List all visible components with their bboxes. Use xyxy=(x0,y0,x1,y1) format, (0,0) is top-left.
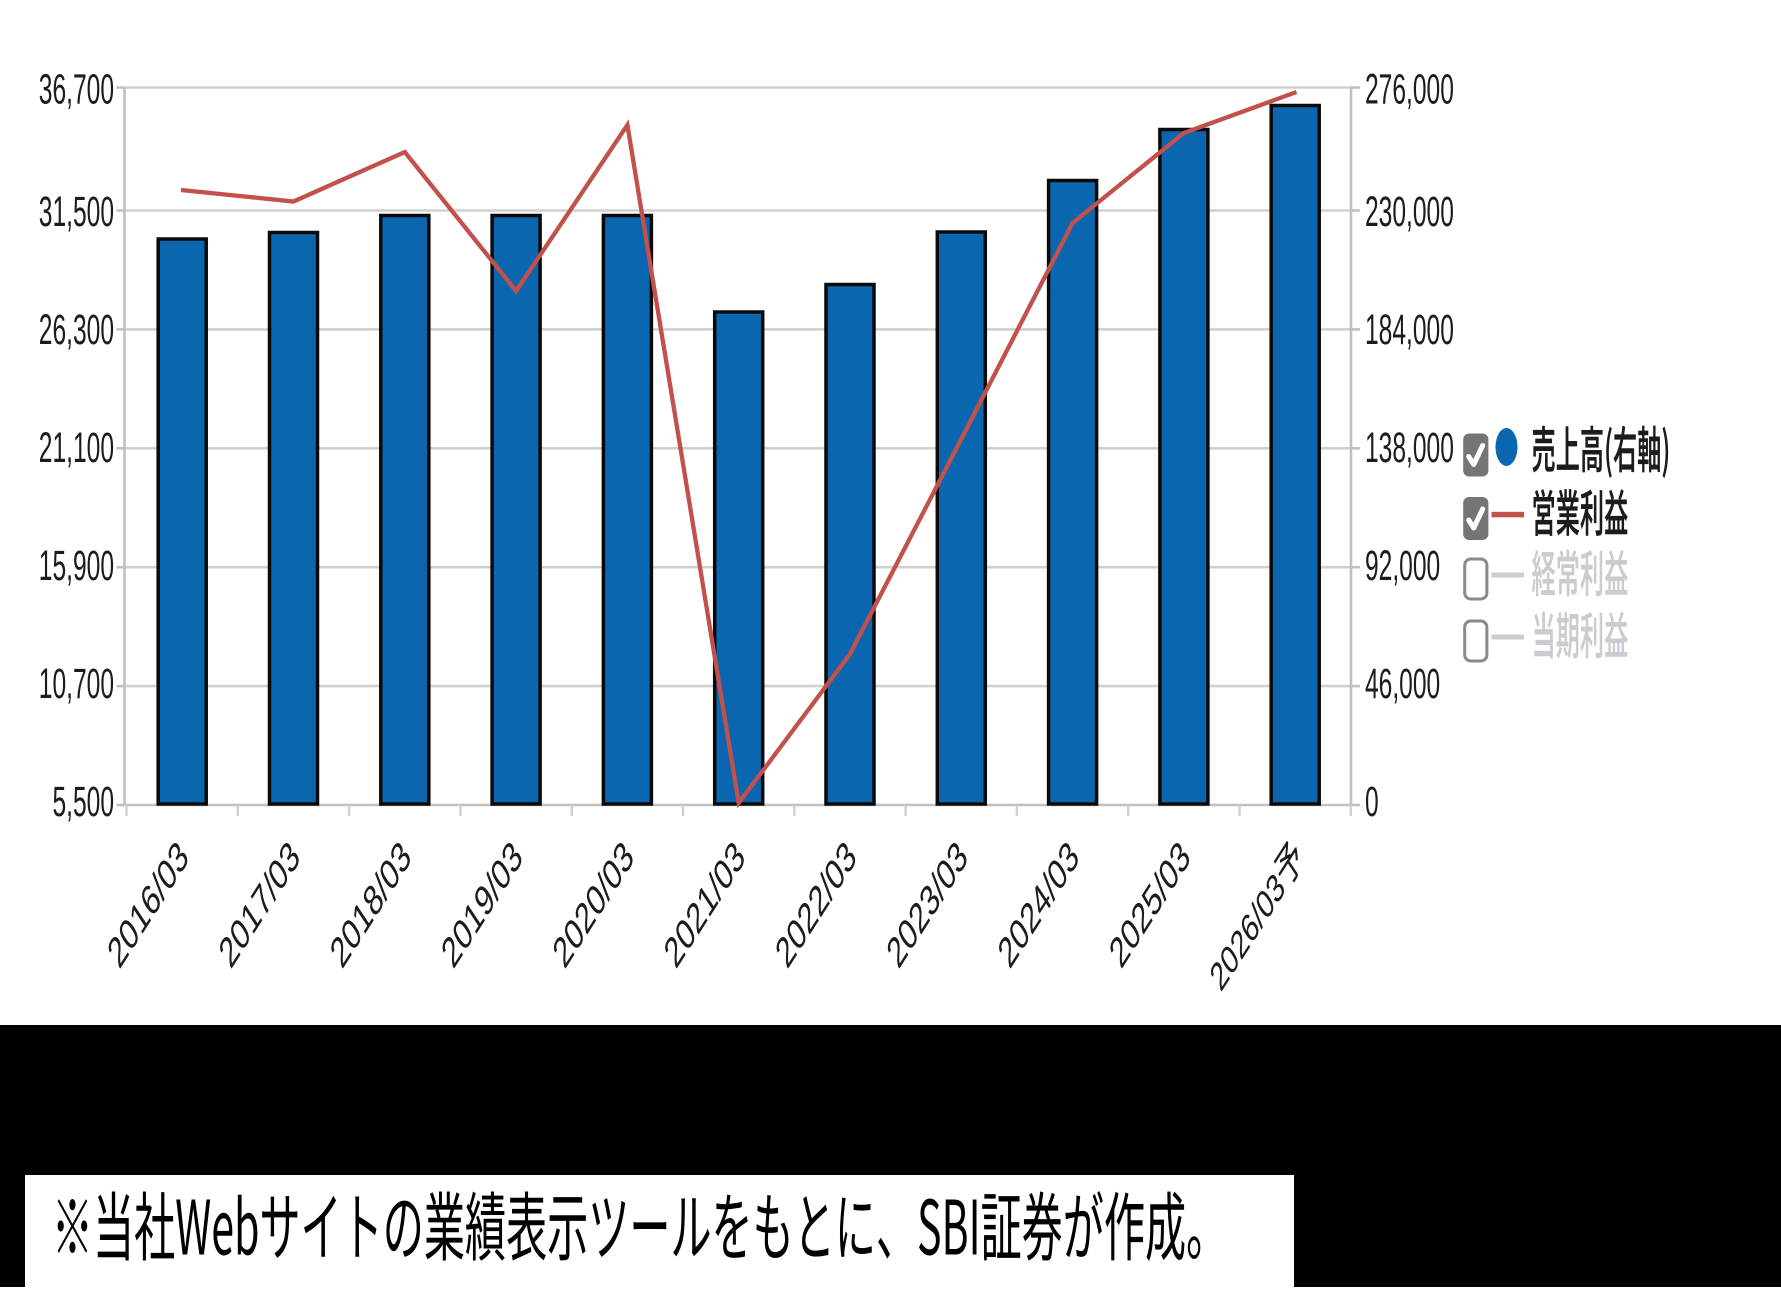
svg-text:26,300: 26,300 xyxy=(39,307,114,353)
svg-text:36,700: 36,700 xyxy=(39,67,114,113)
svg-text:184,000: 184,000 xyxy=(1365,307,1454,353)
svg-text:15,900: 15,900 xyxy=(39,543,114,589)
svg-text:31,500: 31,500 xyxy=(39,189,114,235)
svg-text:92,000: 92,000 xyxy=(1365,543,1440,589)
svg-text:46,000: 46,000 xyxy=(1365,661,1440,707)
svg-text:10,700: 10,700 xyxy=(39,661,114,707)
svg-text:5,500: 5,500 xyxy=(52,779,114,825)
svg-text:138,000: 138,000 xyxy=(1365,425,1454,471)
svg-text:276,000: 276,000 xyxy=(1365,67,1454,113)
svg-text:21,100: 21,100 xyxy=(39,425,114,471)
svg-text:0: 0 xyxy=(1365,779,1379,825)
svg-text:230,000: 230,000 xyxy=(1365,189,1454,235)
